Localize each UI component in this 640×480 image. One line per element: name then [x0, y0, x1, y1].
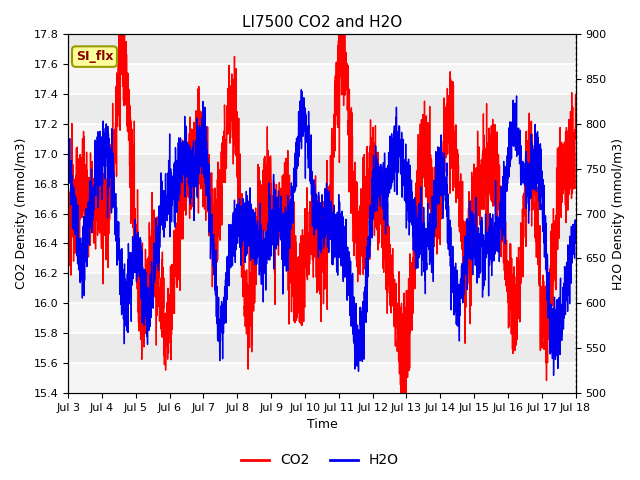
Bar — [68, 64, 575, 94]
H2O — [281, 242, 289, 248]
H2O — [550, 372, 557, 378]
H2O — [572, 219, 579, 225]
Title: LI7500 CO2 and H2O: LI7500 CO2 and H2O — [242, 15, 402, 30]
CO2 — [152, 342, 160, 348]
H2O — [64, 144, 72, 150]
CO2 — [64, 256, 72, 262]
CO2 — [115, 31, 123, 37]
H2O — [259, 280, 267, 286]
CO2 — [281, 227, 289, 233]
Line: CO2: CO2 — [68, 34, 575, 393]
Bar — [68, 184, 575, 214]
CO2 — [572, 92, 579, 97]
H2O — [152, 234, 160, 240]
H2O — [508, 148, 515, 154]
Legend: CO2, H2O: CO2, H2O — [236, 448, 404, 473]
Bar — [68, 243, 575, 274]
H2O — [122, 310, 130, 315]
Bar — [68, 363, 575, 393]
CO2 — [259, 168, 267, 173]
Text: SI_flx: SI_flx — [76, 50, 113, 63]
CO2 — [398, 390, 406, 396]
H2O — [298, 87, 305, 93]
X-axis label: Time: Time — [307, 419, 337, 432]
Bar — [68, 124, 575, 154]
Y-axis label: H2O Density (mmol/m3): H2O Density (mmol/m3) — [612, 138, 625, 289]
CO2 — [562, 220, 570, 226]
CO2 — [122, 39, 130, 45]
CO2 — [508, 331, 515, 337]
Y-axis label: CO2 Density (mmol/m3): CO2 Density (mmol/m3) — [15, 138, 28, 289]
Bar — [68, 303, 575, 333]
Line: H2O: H2O — [68, 90, 575, 375]
H2O — [562, 266, 570, 272]
